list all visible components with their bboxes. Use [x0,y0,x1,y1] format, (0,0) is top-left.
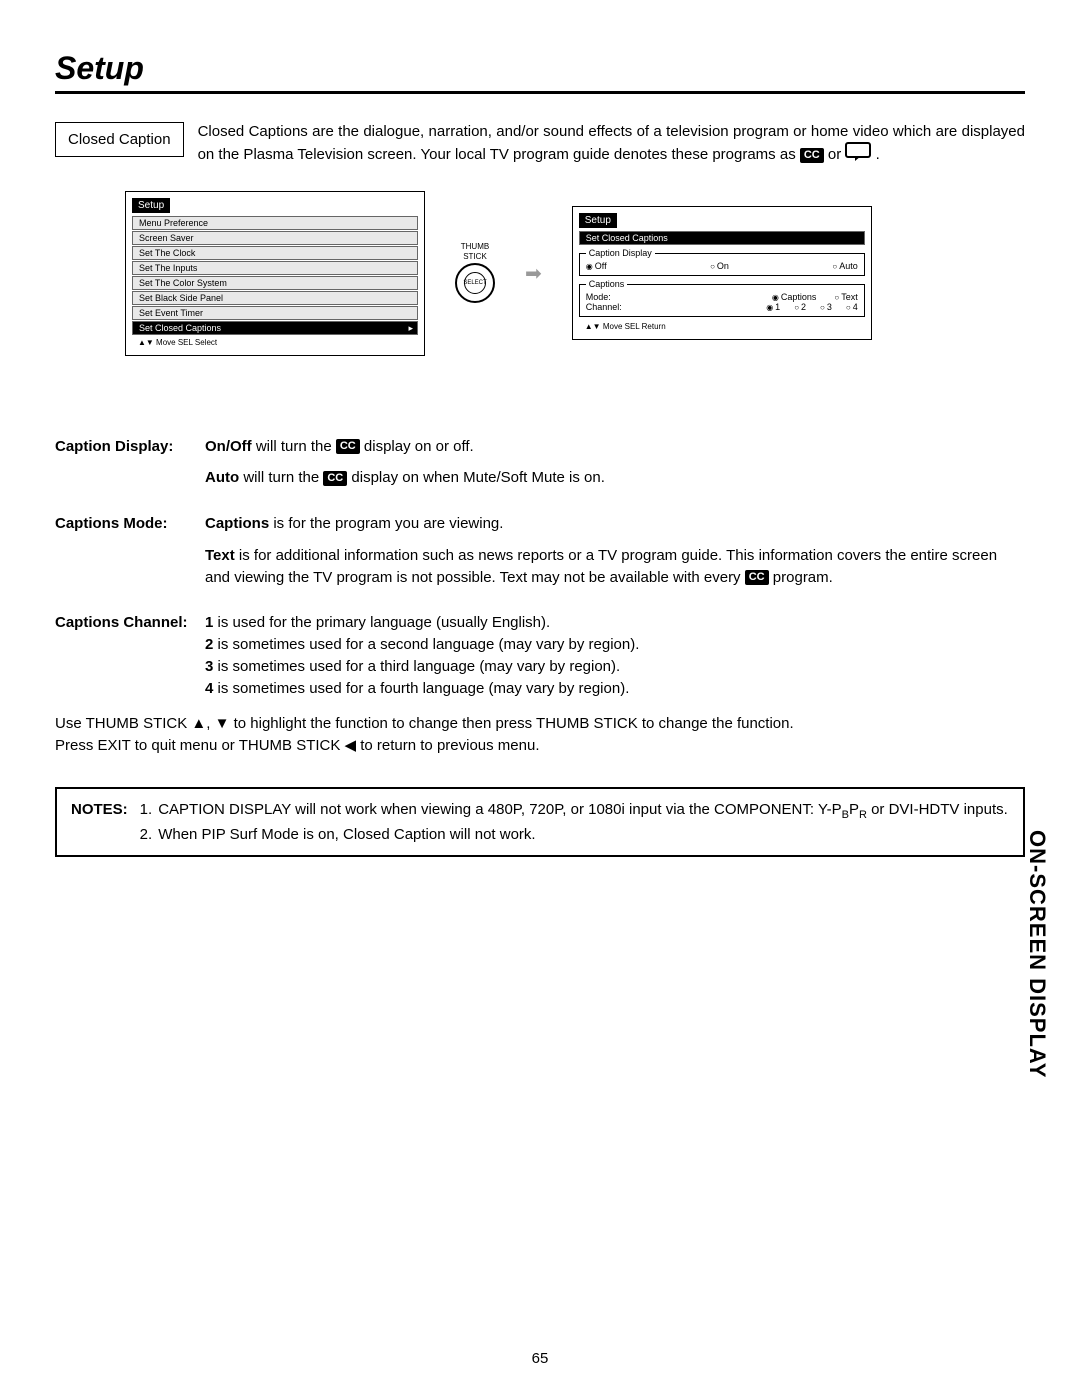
arrow-right-icon: ➡ [525,261,542,286]
ch4-text: is sometimes used for a fourth language … [213,680,629,697]
thumbstick-icon: SELECT [455,263,495,303]
cc-icon: CC [323,471,347,486]
speech-bubble-icon [845,142,871,168]
cm-l2-before: is for additional information such as ne… [205,547,997,586]
menu-screenshots-row: Setup Menu PreferenceScreen SaverSet The… [125,191,1025,356]
closed-caption-description: Closed Captions are the dialogue, narrat… [198,122,1025,169]
note-2-text: When PIP Surf Mode is on, Closed Caption… [158,824,535,846]
thumbstick-label-2: STICK [455,253,495,261]
note-2: 2. When PIP Surf Mode is on, Closed Capt… [140,824,1009,846]
cc-icon: CC [745,570,769,585]
radio-option: 1 [766,302,780,312]
ch1-text: is used for the primary language (usuall… [213,614,550,631]
mode-label: Mode: [586,292,611,302]
radio-option: 3 [820,302,832,312]
cc-icon: CC [800,148,824,163]
radio-option: Captions [772,292,817,302]
menu-title-right: Setup [579,213,617,228]
menu-footer-right: ▲▼ Move SEL Return [579,320,865,333]
menu-item-set-closed-captions: Set Closed Captions [579,231,865,245]
thumbstick-inner: SELECT [464,272,486,294]
captions-bold: Captions [205,515,269,532]
cm-l1: is for the program you are viewing. [269,515,503,532]
menu-item: Set Black Side Panel [132,291,418,305]
thumbstick-diagram: THUMB STICK SELECT [455,243,495,303]
intro-or: or [828,146,841,163]
text-bold: Text [205,547,235,564]
auto-bold: Auto [205,469,239,486]
definitions-section: Caption Display: On/Off will turn the CC… [55,436,1025,700]
radio-option: Text [834,292,857,302]
def-captions-mode: Captions Mode: Captions is for the progr… [55,513,1025,598]
onoff-bold: On/Off [205,438,252,455]
cd-l2-mid: will turn the [239,469,323,486]
note-1-num: 1. [140,799,153,824]
menu-item: Menu Preference [132,216,418,230]
menu-item: Screen Saver [132,231,418,245]
ch2-text: is sometimes used for a second language … [213,636,639,653]
caption-display-legend: Caption Display [586,248,655,258]
caption-display-fieldset: Caption Display Off On Auto [579,248,865,276]
intro-period: . [876,146,880,163]
captions-fieldset: Captions Mode: Captions Text Channel: 1 2 3… [579,279,865,317]
note-1-sub2: R [859,809,867,821]
menu-footer-left: ▲▼ Move SEL Select [132,336,418,349]
note-1: 1. CAPTION DISPLAY will not work when vi… [140,799,1009,824]
cd-l1-mid: will turn the [252,438,336,455]
radio-option: 4 [846,302,858,312]
notes-list: 1. CAPTION DISPLAY will not work when vi… [140,799,1009,846]
def-label-captions-channel: Captions Channel: [55,612,205,699]
channel-label: Channel: [586,302,622,312]
side-tab: ON-SCREEN DISPLAY [1024,830,1050,1078]
cc-icon: CC [336,439,360,454]
page-number: 65 [532,1350,549,1367]
setup-menu-right: Setup Set Closed Captions Caption Displa… [572,206,872,340]
menu-title-left: Setup [132,198,170,213]
cd-l1-after: display on or off. [360,438,474,455]
captions-legend: Captions [586,279,628,289]
def-label-captions-mode: Captions Mode: [55,513,205,598]
notes-box: NOTES: 1. CAPTION DISPLAY will not work … [55,787,1025,858]
instr-line2: Press EXIT to quit menu or THUMB STICK ◀… [55,735,1025,757]
intro-text: Closed Captions are the dialogue, narrat… [198,123,1025,163]
instr-line1: Use THUMB STICK ▲, ▼ to highlight the fu… [55,713,1025,735]
radio-option: Off [586,261,607,271]
cm-l2-after: program. [769,569,833,586]
thumbstick-label-1: THUMB [455,243,495,251]
menu-item: Set The Color System [132,276,418,290]
notes-label: NOTES: [71,799,128,846]
def-caption-display: Caption Display: On/Off will turn the CC… [55,436,1025,500]
note-2-num: 2. [140,824,153,846]
note-1-before: CAPTION DISPLAY will not work when viewi… [158,801,841,818]
radio-option: 2 [794,302,806,312]
radio-option: On [710,261,729,271]
closed-caption-intro: Closed Caption Closed Captions are the d… [55,122,1025,169]
page-title: Setup [55,50,1025,94]
setup-menu-left: Setup Menu PreferenceScreen SaverSet The… [125,191,425,356]
ch3-text: is sometimes used for a third language (… [213,658,620,675]
note-1-sub1: B [842,809,849,821]
menu-item: Set The Inputs [132,261,418,275]
menu-item: Set The Clock [132,246,418,260]
note-1-mid: P [849,801,859,818]
def-captions-channel: Captions Channel: 1 is used for the prim… [55,612,1025,699]
menu-item: Set Closed Captions▸ [132,321,418,335]
menu-item: Set Event Timer [132,306,418,320]
def-label-caption-display: Caption Display: [55,436,205,500]
radio-option: Auto [832,261,857,271]
closed-caption-box: Closed Caption [55,122,184,157]
note-1-after: or DVI-HDTV inputs. [867,801,1008,818]
instructions: Use THUMB STICK ▲, ▼ to highlight the fu… [55,713,1025,757]
cd-l2-after: display on when Mute/Soft Mute is on. [347,469,605,486]
